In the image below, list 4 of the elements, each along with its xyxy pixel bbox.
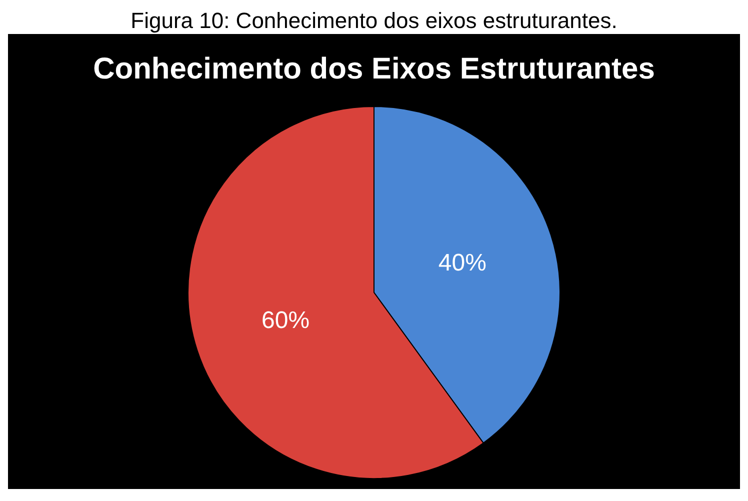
data-label: 60%	[262, 306, 310, 334]
text: Figura 10: Conhecimento dos eixos estruturantes.	[130, 8, 618, 34]
data-label: 40%	[438, 249, 486, 276]
chart-title: Conhecimento dos Eixos Estruturantes	[93, 52, 655, 86]
